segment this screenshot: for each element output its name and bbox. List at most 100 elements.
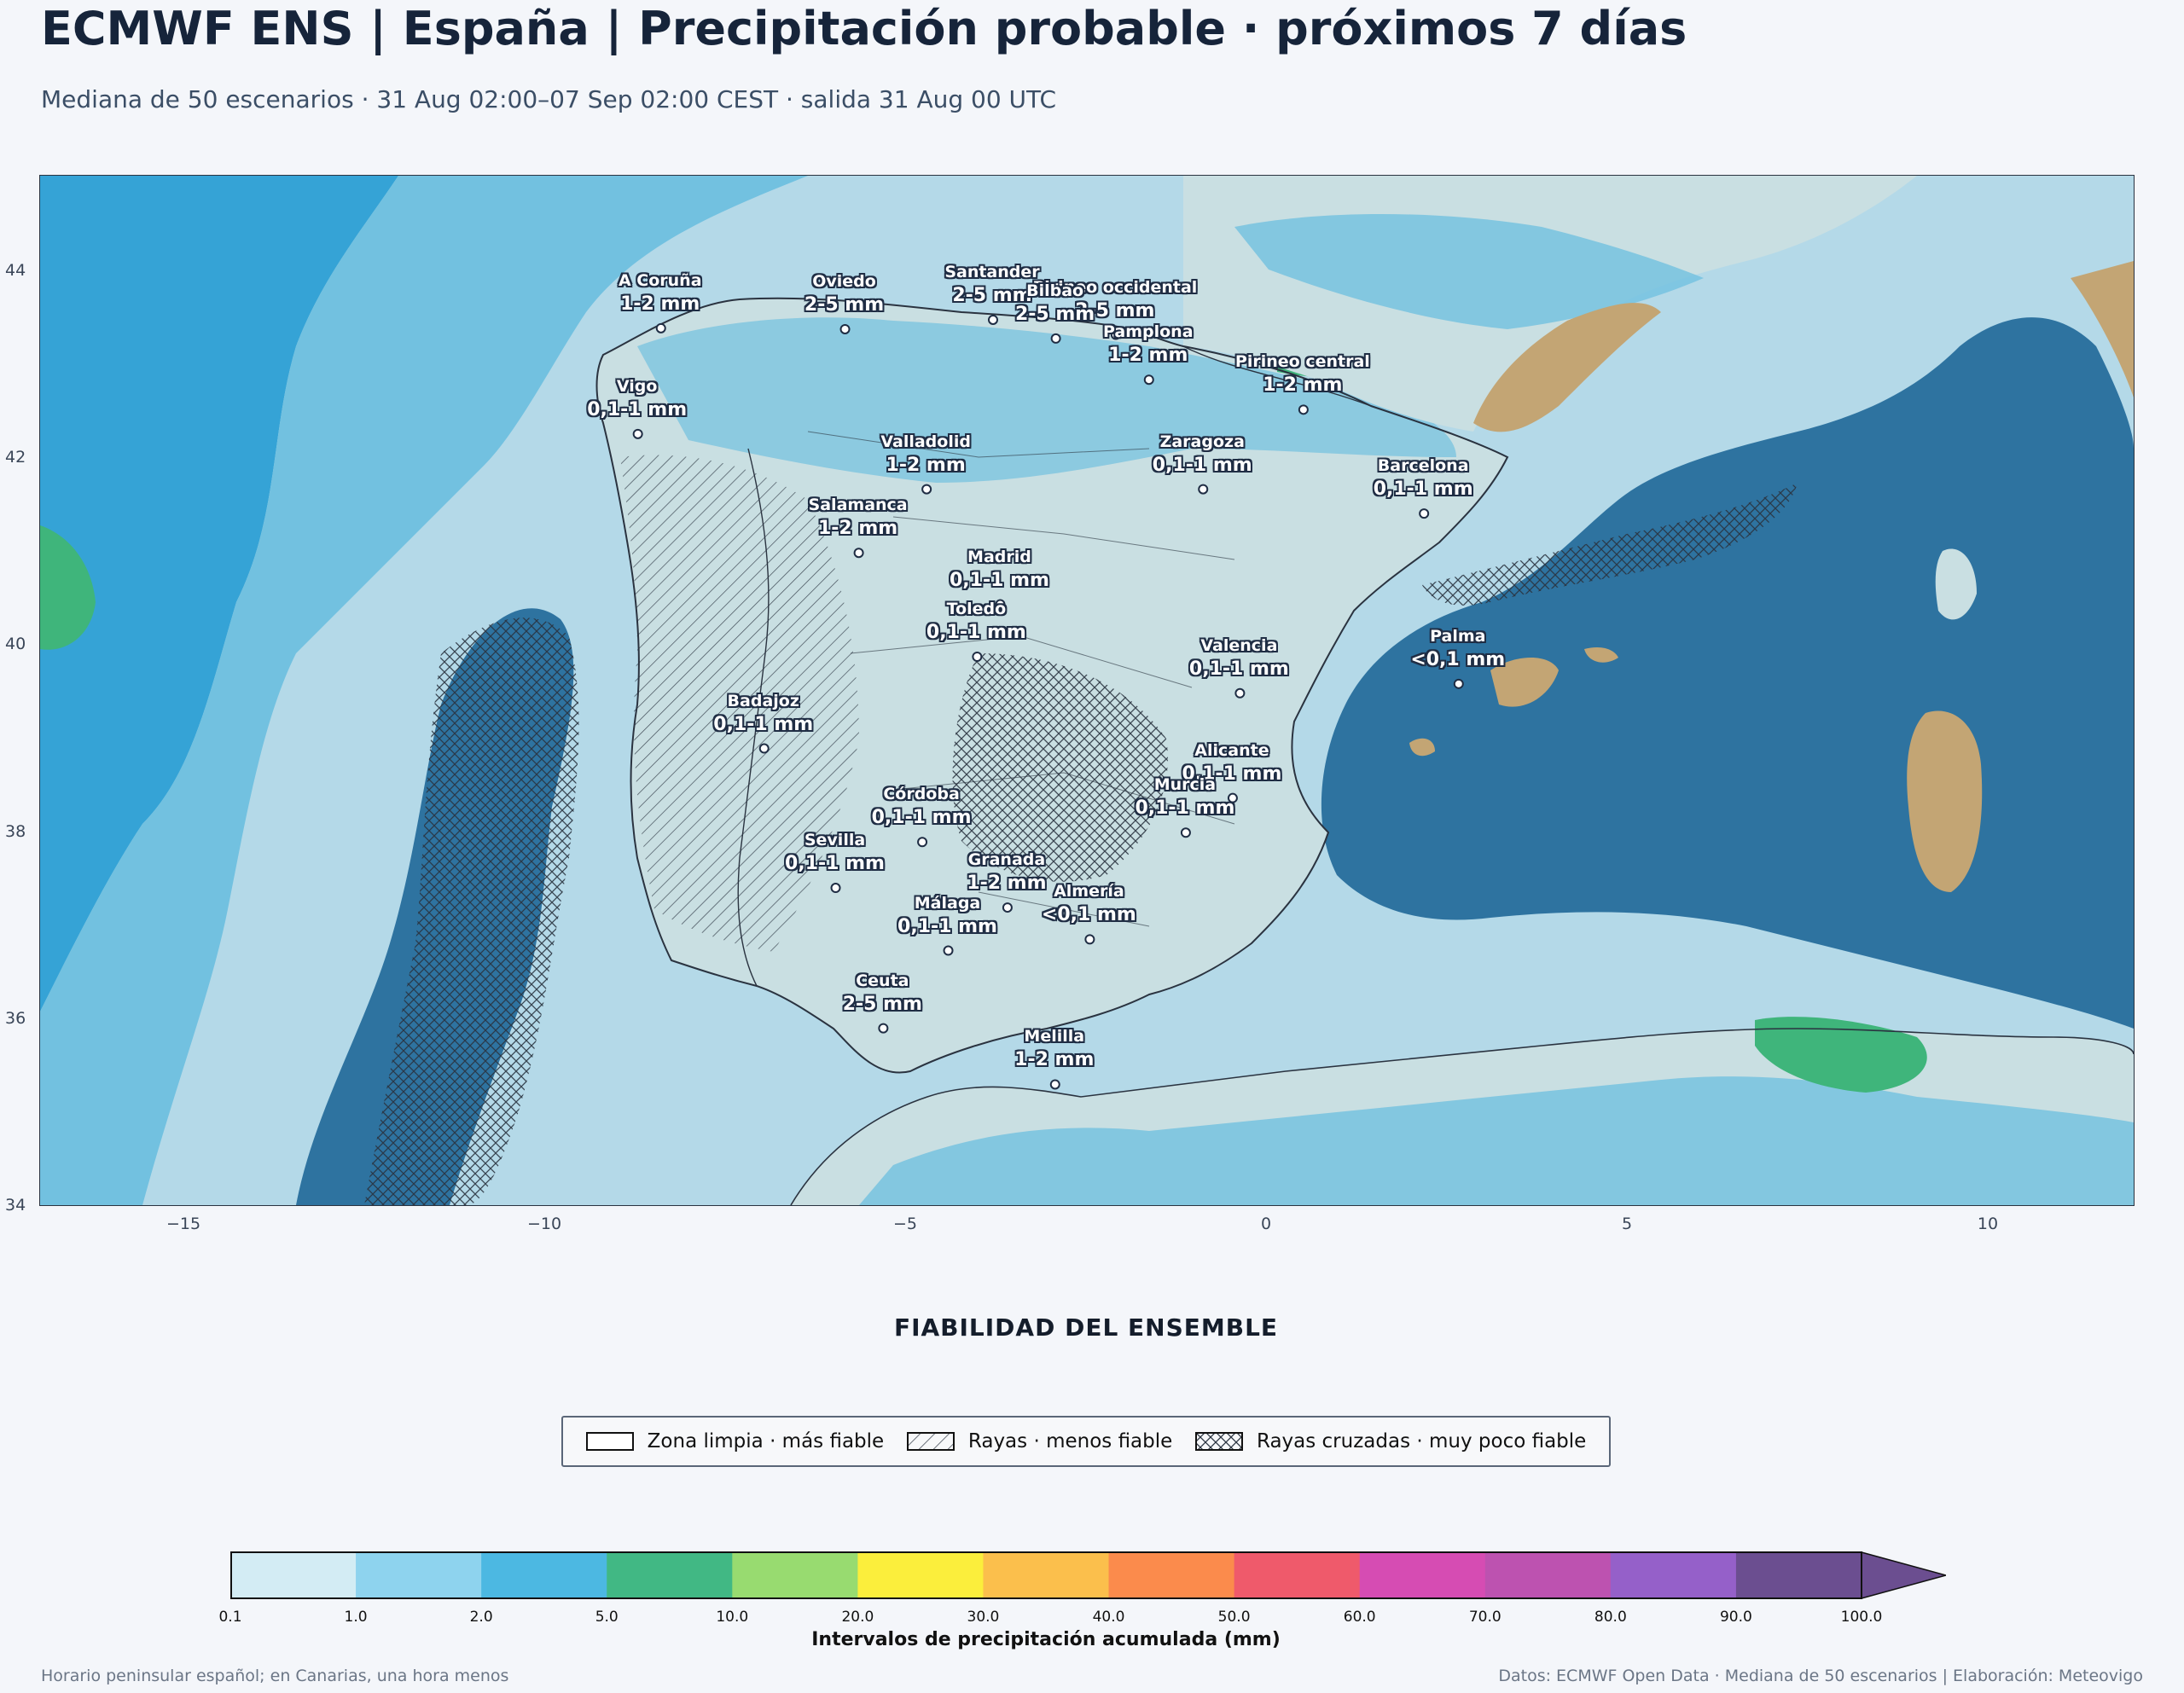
city-precip-value: 0,1-1 mm: [1373, 478, 1473, 501]
region-borders: [807, 431, 1235, 927]
portugal-border: [737, 448, 770, 987]
france-border: [1182, 345, 1508, 458]
city-marker: [921, 484, 932, 495]
city-precip-value: <0,1 mm: [1041, 904, 1136, 926]
colorbar-segment: [1108, 1552, 1235, 1598]
city-precip-value: 0,1-1 mm: [1182, 762, 1282, 785]
balearic-menorca: [1584, 647, 1618, 663]
city-name-label: Zaragoza: [1159, 432, 1245, 451]
city-marker: [1453, 678, 1464, 689]
city-marker: [987, 314, 998, 325]
legend-label: Rayas · menos fiable: [967, 1430, 1173, 1452]
x-tick-label: 0: [1260, 1215, 1272, 1233]
x-tick-label: −15: [166, 1215, 201, 1233]
atlantic-crosshatch: [364, 617, 579, 1205]
y-tick-label: 34: [5, 1196, 26, 1215]
city-marker: [1143, 374, 1154, 386]
city-name-label: Toledo: [946, 599, 1007, 618]
city-marker: [1234, 687, 1246, 699]
colorbar-tick-label: 90.0: [1719, 1609, 1752, 1626]
colorbar-segment: [1484, 1552, 1612, 1598]
colorbar-segment: [1359, 1552, 1486, 1598]
city-marker: [655, 322, 666, 333]
city-precip-value: 1-2 mm: [620, 293, 700, 315]
colorbar-frame: [230, 1551, 1862, 1599]
colorbar-segment: [1735, 1552, 1862, 1598]
iberia-hatched-west: [620, 455, 859, 952]
france-rain: [1234, 214, 1704, 329]
colorbar-segment: [230, 1552, 357, 1598]
north-africa-rain: [859, 1076, 2134, 1205]
city-name-label: Valladolid: [880, 432, 971, 451]
city-marker: [1227, 792, 1238, 803]
colorbar-tick-label: 0.1: [218, 1609, 242, 1626]
colorbar-segment: [983, 1552, 1110, 1598]
colorbar-tick-label: 10.0: [716, 1609, 749, 1626]
city-name-label: Granada: [967, 850, 1046, 870]
sardinia-terrain: [1907, 710, 1983, 892]
africa-coastline: [790, 1028, 2134, 1205]
city-name-label: Palma: [1430, 626, 1486, 646]
corsica-island: [1935, 548, 1977, 620]
city-marker: [1180, 827, 1191, 838]
city-precip-value: 0,1-1 mm: [785, 853, 885, 875]
city-precip-value: 0,1-1 mm: [926, 621, 1026, 643]
balearic-mallorca: [1490, 658, 1559, 707]
footer-note: Horario peninsular español; en Canarias,…: [41, 1667, 509, 1685]
city-marker: [917, 837, 928, 848]
city-name-label: Badajoz: [727, 691, 799, 710]
city-name-label: Pirineo central: [1234, 352, 1370, 372]
city-precip-value: 1-2 mm: [886, 454, 966, 476]
reliability-title: FIABILIDAD DEL ENSEMBLE: [893, 1313, 1279, 1342]
city-name-label: Oviedo: [812, 271, 876, 291]
city-name-label: Bilbao: [1026, 281, 1084, 300]
city-name-label: Salamanca: [808, 496, 908, 515]
x-tick-label: −10: [526, 1215, 562, 1233]
city-marker: [839, 323, 851, 334]
legend-label: Zona limpia · más fiable: [647, 1430, 885, 1452]
atlantic-mid-rain: [40, 176, 808, 1205]
city-name-label: Valencia: [1200, 635, 1278, 655]
city-marker: [878, 1023, 889, 1034]
colorbar-tick-label: 80.0: [1594, 1609, 1627, 1626]
city-precip-value: 2-5 mm: [804, 293, 885, 316]
city-name-label: Pirineo occidental: [1032, 277, 1198, 297]
colorbar-segment: [356, 1552, 482, 1598]
colorbar-tick-label: 2.0: [469, 1609, 493, 1626]
legend-item-crosshatched: Rayas cruzadas · muy poco fiable: [1194, 1430, 1586, 1452]
colorbar-tick-label: 50.0: [1217, 1609, 1251, 1626]
colorbar-tick-label: 30.0: [967, 1609, 1000, 1626]
alps-terrain: [1473, 303, 1661, 432]
footer-credits: Datos: ECMWF Open Data · Mediana de 50 e…: [1498, 1667, 2143, 1685]
city-marker: [632, 428, 643, 439]
colorbar-tick-label: 20.0: [841, 1609, 874, 1626]
city-marker: [972, 651, 983, 662]
precipitation-colorbar: [230, 1551, 1946, 1599]
city-precip-value: 1-2 mm: [967, 873, 1047, 895]
iberia-coastline: [595, 297, 1509, 1074]
city-precip-value: 0,1-1 mm: [587, 398, 688, 420]
colorbar-segment: [732, 1552, 858, 1598]
city-precip-value: 0,1-1 mm: [1152, 454, 1252, 476]
mediterranean-crosshatch: [1422, 483, 1798, 606]
city-marker: [1110, 329, 1121, 340]
italy-terrain: [2071, 261, 2134, 397]
colorbar-tick-label: 1.0: [344, 1609, 368, 1626]
city-precip-value: 2-5 mm: [1014, 303, 1095, 325]
city-precip-value: 2-5 mm: [1075, 299, 1155, 322]
colorbar-tick-label: 60.0: [1343, 1609, 1376, 1626]
x-tick-label: 10: [1977, 1215, 1999, 1233]
city-marker: [943, 945, 954, 956]
colorbar-segment: [1234, 1552, 1361, 1598]
x-tick-label: −5: [892, 1215, 918, 1233]
precipitation-map: [39, 175, 2135, 1206]
city-marker: [1002, 902, 1013, 913]
city-marker: [853, 548, 864, 559]
atlantic-heavy-rain: [40, 176, 398, 1012]
city-precip-value: 1-2 mm: [1263, 374, 1343, 397]
y-tick-label: 38: [5, 822, 26, 841]
atlantic-green-rain: [40, 525, 96, 650]
y-tick-label: 42: [5, 448, 26, 467]
city-name-label: Murcia: [1153, 775, 1217, 795]
crosshatched-swatch-icon: [1194, 1432, 1243, 1451]
